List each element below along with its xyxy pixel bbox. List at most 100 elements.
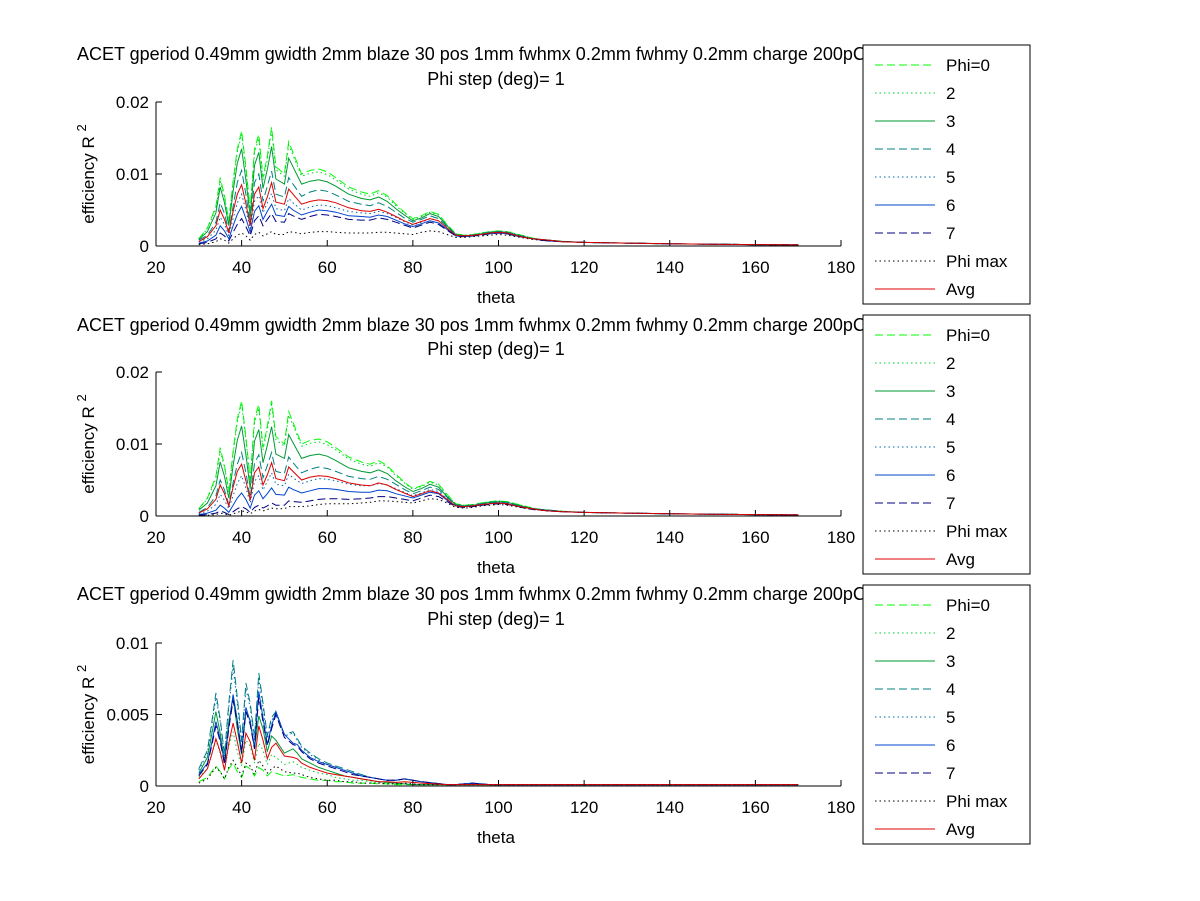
legend-entry-label: Phi=0 bbox=[946, 596, 990, 615]
x-tick-label: 180 bbox=[827, 798, 855, 817]
legend-entry-label: Phi max bbox=[946, 792, 1008, 811]
legend-entry-label: 5 bbox=[946, 438, 955, 457]
legend-entry-label: 2 bbox=[946, 624, 955, 643]
legend-entry-label: 4 bbox=[946, 680, 955, 699]
x-axis-label: theta bbox=[477, 288, 515, 307]
x-tick-label: 100 bbox=[484, 258, 512, 277]
y-tick-label: 0.02 bbox=[116, 93, 149, 112]
series-line-7 bbox=[198, 494, 799, 516]
x-tick-label: 100 bbox=[484, 798, 512, 817]
series-line-2 bbox=[198, 404, 799, 516]
y-tick-label: 0.01 bbox=[116, 435, 149, 454]
series-line-2 bbox=[198, 731, 799, 786]
legend-entry-label: 3 bbox=[946, 652, 955, 671]
series-line-2 bbox=[198, 130, 799, 246]
series-line-3 bbox=[198, 697, 799, 786]
chart-title: ACET gperiod 0.49mm gwidth 2mm blaze 30 … bbox=[77, 584, 1023, 604]
series-lines bbox=[198, 660, 799, 786]
legend-entry-label: 3 bbox=[946, 112, 955, 131]
series-line-5 bbox=[198, 191, 799, 246]
legend: Phi=0 2 3 4 5 6 7 Phi max Avg bbox=[862, 314, 1031, 575]
x-tick-label: 120 bbox=[570, 528, 598, 547]
legend-entry-label: 2 bbox=[946, 354, 955, 373]
legend-entry-label: Avg bbox=[946, 280, 975, 299]
series-line-6 bbox=[198, 203, 799, 246]
series-line-9 bbox=[198, 461, 799, 516]
x-tick-label: 160 bbox=[741, 798, 769, 817]
x-tick-label: 40 bbox=[232, 528, 251, 547]
x-tick-label: 100 bbox=[484, 528, 512, 547]
x-tick-label: 140 bbox=[656, 528, 684, 547]
x-tick-label: 180 bbox=[827, 528, 855, 547]
legend-entry-label: Avg bbox=[946, 820, 975, 839]
chart-title: ACET gperiod 0.49mm gwidth 2mm blaze 30 … bbox=[77, 44, 1023, 64]
y-tick-label: 0.02 bbox=[116, 363, 149, 382]
series-line-5 bbox=[198, 471, 799, 516]
y-axis-label: efficiency R 2 bbox=[74, 394, 98, 494]
series-lines bbox=[198, 400, 799, 516]
legend-box bbox=[862, 314, 1031, 575]
chart-subtitle: Phi step (deg)= 1 bbox=[427, 69, 565, 89]
legend-entry-label: 6 bbox=[946, 736, 955, 755]
series-line-4 bbox=[198, 660, 799, 786]
x-tick-label: 40 bbox=[232, 798, 251, 817]
x-tick-label: 120 bbox=[570, 258, 598, 277]
legend: Phi=0 2 3 4 5 6 7 Phi max Avg bbox=[862, 44, 1031, 305]
legend-entry-label: Avg bbox=[946, 550, 975, 569]
series-line-9 bbox=[198, 722, 799, 786]
series-line-9 bbox=[198, 180, 799, 246]
legend-entry-label: 7 bbox=[946, 764, 955, 783]
x-axis-label: theta bbox=[477, 828, 515, 847]
x-tick-label: 80 bbox=[403, 528, 422, 547]
legend-entry-label: 7 bbox=[946, 494, 955, 513]
x-tick-label: 20 bbox=[147, 798, 166, 817]
x-tick-label: 80 bbox=[403, 258, 422, 277]
series-line-4 bbox=[198, 450, 799, 516]
x-tick-label: 20 bbox=[147, 528, 166, 547]
series-line-7 bbox=[198, 697, 799, 786]
series-line-6 bbox=[198, 691, 799, 786]
chart-subtitle: Phi step (deg)= 1 bbox=[427, 609, 565, 629]
legend-entry-label: 7 bbox=[946, 224, 955, 243]
x-tick-label: 40 bbox=[232, 258, 251, 277]
y-tick-label: 0.005 bbox=[106, 706, 149, 725]
legend-entry-label: 5 bbox=[946, 168, 955, 187]
x-tick-label: 180 bbox=[827, 258, 855, 277]
y-axis-label: efficiency R 2 bbox=[74, 665, 98, 765]
legend-entry-label: 6 bbox=[946, 466, 955, 485]
chart-panel-2: ACET gperiod 0.49mm gwidth 2mm blaze 30 … bbox=[74, 314, 1031, 577]
x-tick-label: 60 bbox=[318, 258, 337, 277]
y-tick-label: 0 bbox=[140, 237, 149, 256]
legend-box bbox=[862, 584, 1031, 845]
legend: Phi=0 2 3 4 5 6 7 Phi max Avg bbox=[862, 584, 1031, 845]
series-lines bbox=[198, 127, 799, 246]
y-tick-label: 0.01 bbox=[116, 165, 149, 184]
legend-entry-label: 5 bbox=[946, 708, 955, 727]
legend-entry-label: 3 bbox=[946, 382, 955, 401]
y-tick-label: 0 bbox=[140, 777, 149, 796]
y-tick-label: 0 bbox=[140, 507, 149, 526]
x-tick-label: 20 bbox=[147, 258, 166, 277]
legend-box bbox=[862, 44, 1031, 305]
chart-title: ACET gperiod 0.49mm gwidth 2mm blaze 30 … bbox=[77, 315, 1023, 335]
chart-panel-1: ACET gperiod 0.49mm gwidth 2mm blaze 30 … bbox=[74, 44, 1031, 307]
legend-entry-label: 4 bbox=[946, 410, 955, 429]
x-tick-label: 60 bbox=[318, 798, 337, 817]
chart-panel-3: ACET gperiod 0.49mm gwidth 2mm blaze 30 … bbox=[74, 584, 1031, 847]
x-tick-label: 140 bbox=[656, 258, 684, 277]
series-line-5 bbox=[198, 667, 799, 786]
series-line-7 bbox=[198, 212, 799, 246]
x-axis-label: theta bbox=[477, 558, 515, 577]
x-tick-label: 160 bbox=[741, 258, 769, 277]
legend-entry-label: Phi max bbox=[946, 252, 1008, 271]
legend-entry-label: 4 bbox=[946, 140, 955, 159]
y-tick-label: 0.01 bbox=[116, 634, 149, 653]
chart-subtitle: Phi step (deg)= 1 bbox=[427, 339, 565, 359]
legend-entry-label: Phi=0 bbox=[946, 56, 990, 75]
x-tick-label: 80 bbox=[403, 798, 422, 817]
legend-entry-label: Phi=0 bbox=[946, 326, 990, 345]
x-tick-label: 60 bbox=[318, 528, 337, 547]
x-tick-label: 140 bbox=[656, 798, 684, 817]
series-line-3 bbox=[198, 146, 799, 246]
